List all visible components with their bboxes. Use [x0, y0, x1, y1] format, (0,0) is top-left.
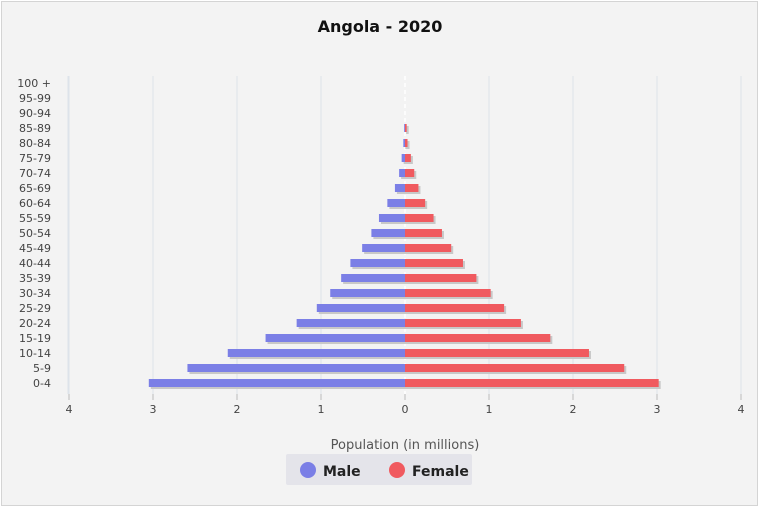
bar-female[interactable]	[405, 139, 408, 147]
y-tick-label: 5-9	[33, 362, 51, 375]
y-tick-label: 70-74	[19, 167, 51, 180]
y-tick-label: 25-29	[19, 302, 51, 315]
y-tick-label: 45-49	[19, 242, 51, 255]
x-tick-label: 1	[318, 403, 325, 416]
bar-shadow	[407, 141, 410, 149]
bar-male[interactable]	[371, 229, 405, 237]
legend-background	[286, 454, 472, 485]
legend-male-marker	[300, 462, 316, 478]
x-tick-label: 2	[570, 403, 577, 416]
y-tick-label: 40-44	[19, 257, 51, 270]
bar-female[interactable]	[405, 289, 491, 297]
legend-female-marker	[389, 462, 405, 478]
bar-female[interactable]	[405, 259, 463, 267]
bar-male[interactable]	[401, 154, 405, 162]
bar-male[interactable]	[148, 379, 406, 387]
bar-female[interactable]	[405, 349, 589, 357]
chart-title: Angola - 2020	[318, 17, 443, 36]
bar-female[interactable]	[405, 214, 434, 222]
bar-male[interactable]	[387, 199, 405, 207]
x-tick-label: 2	[234, 403, 241, 416]
x-tick-label: 4	[738, 403, 745, 416]
bar-male[interactable]	[394, 184, 405, 192]
y-tick-label: 65-69	[19, 182, 51, 195]
bar-female[interactable]	[405, 304, 505, 312]
y-tick-label: 15-19	[19, 332, 51, 345]
x-tick-label: 3	[654, 403, 661, 416]
bar-female[interactable]	[405, 334, 551, 342]
y-tick-label: 85-89	[19, 122, 51, 135]
bar-male[interactable]	[378, 214, 405, 222]
y-tick-label: 60-64	[19, 197, 51, 210]
x-tick-label: 0	[402, 403, 409, 416]
bar-male[interactable]	[399, 169, 405, 177]
y-tick-label: 20-24	[19, 317, 51, 330]
legend-female-label[interactable]: Female	[412, 464, 469, 480]
bar-male[interactable]	[404, 124, 405, 132]
bar-female[interactable]	[405, 364, 625, 372]
bar-female[interactable]	[405, 184, 419, 192]
x-axis-label: Population (in millions)	[331, 438, 480, 453]
bar-male[interactable]	[187, 364, 405, 372]
bar-female[interactable]	[405, 274, 477, 282]
bar-female[interactable]	[405, 229, 442, 237]
y-tick-label: 75-79	[19, 152, 51, 165]
y-tick-label: 35-39	[19, 272, 51, 285]
bar-male[interactable]	[362, 244, 405, 252]
y-tick-label: 55-59	[19, 212, 51, 225]
bar-male[interactable]	[227, 349, 405, 357]
legend: Male Female	[286, 454, 472, 485]
bar-male[interactable]	[265, 334, 405, 342]
bar-female[interactable]	[405, 154, 411, 162]
bar-female[interactable]	[405, 169, 415, 177]
bar-female[interactable]	[405, 244, 452, 252]
y-tick-label: 50-54	[19, 227, 51, 240]
bar-male[interactable]	[403, 139, 405, 147]
bar-male[interactable]	[316, 304, 405, 312]
bar-female[interactable]	[405, 379, 659, 387]
y-tick-label: 90-94	[19, 107, 51, 120]
y-tick-label: 100 +	[17, 77, 51, 90]
bar-female[interactable]	[405, 319, 521, 327]
bar-male[interactable]	[350, 259, 405, 267]
x-tick-label: 4	[66, 403, 73, 416]
y-tick-label: 30-34	[19, 287, 51, 300]
x-tick-label: 3	[150, 403, 157, 416]
bar-female[interactable]	[405, 199, 426, 207]
y-tick-label: 80-84	[19, 137, 51, 150]
y-axis-labels: 0-4 5-9 10-14 15-19 20-24 25-29 30-34 35-39 40-4…	[17, 77, 51, 390]
x-axis-ticks: 4 3 2 1 0 1 2 3 4	[66, 394, 745, 416]
legend-male-label[interactable]: Male	[323, 464, 361, 480]
y-tick-label: 10-14	[19, 347, 51, 360]
bar-male[interactable]	[341, 274, 405, 282]
y-tick-label: 95-99	[19, 92, 51, 105]
bars	[148, 124, 661, 389]
bar-male[interactable]	[296, 319, 405, 327]
y-tick-label: 0-4	[33, 377, 51, 390]
bar-male[interactable]	[330, 289, 405, 297]
bar-shadow	[407, 126, 409, 134]
x-tick-label: 1	[486, 403, 493, 416]
bar-female[interactable]	[405, 124, 407, 132]
